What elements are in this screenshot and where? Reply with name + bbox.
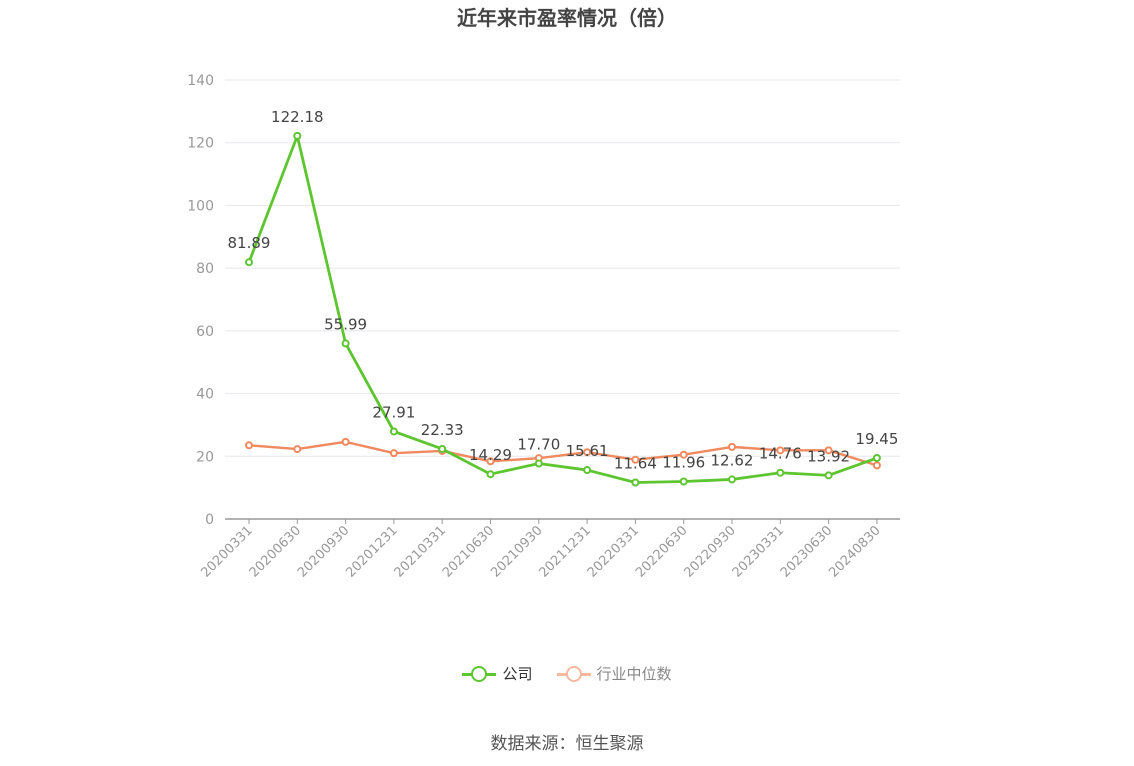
- data-point-company: [583, 466, 592, 475]
- x-tick-label: 20210630: [440, 523, 497, 580]
- data-point-company: [245, 258, 253, 267]
- data-point-industry-median: [583, 448, 592, 457]
- grid-lines: [225, 79, 900, 457]
- legend-industry-marker: [556, 665, 591, 683]
- x-tick-label: 20210331: [392, 523, 449, 580]
- data-point-industry-median: [824, 446, 833, 455]
- y-tick-label: 100: [187, 198, 214, 214]
- data-point-company: [824, 471, 833, 480]
- data-source: 数据来源：恒生聚源: [490, 734, 644, 754]
- y-tick-label: 140: [187, 73, 214, 89]
- y-tick-label: 80: [196, 261, 214, 277]
- data-label: 13.92: [807, 447, 850, 465]
- x-tick-label: 20200930: [295, 523, 352, 580]
- data-point-company: [534, 459, 543, 468]
- y-tick-label: 60: [196, 324, 214, 340]
- data-point-industry-median: [679, 450, 688, 459]
- data-point-company: [293, 131, 302, 140]
- data-label: 27.91: [372, 403, 415, 421]
- data-label: 15.61: [566, 442, 609, 460]
- legend-company-marker: [462, 665, 497, 683]
- data-point-company: [679, 477, 688, 486]
- x-tick-label: 20201231: [343, 523, 400, 580]
- y-tick-label: 120: [187, 136, 214, 152]
- data-point-company: [631, 478, 640, 487]
- data-point-company: [389, 427, 398, 436]
- y-tick-label: 40: [196, 387, 214, 403]
- data-point-industry-median: [728, 442, 736, 451]
- data-label: 17.70: [517, 435, 560, 453]
- data-label: 14.29: [469, 446, 512, 464]
- series-group: [245, 131, 881, 487]
- series-line-company: [247, 134, 878, 484]
- data-label: 14.76: [759, 445, 802, 463]
- data-point-industry-median: [245, 441, 253, 450]
- data-label: 22.33: [421, 421, 464, 439]
- data-point-industry-median: [389, 449, 398, 458]
- data-point-industry-median: [872, 461, 881, 470]
- data-point-company: [776, 468, 785, 477]
- legend: 公司 行业中位数: [0, 663, 1134, 684]
- legend-company-label: 公司: [502, 665, 533, 683]
- x-tick-label: 20230331: [730, 523, 787, 580]
- data-label: 11.96: [662, 453, 705, 471]
- data-label: 122.18: [271, 108, 324, 126]
- data-point-industry-median: [486, 457, 495, 466]
- x-tick-label: 20220331: [585, 523, 642, 580]
- data-label: 81.89: [228, 234, 271, 252]
- data-point-company: [872, 454, 881, 463]
- data-point-company: [438, 444, 447, 453]
- legend-item-company[interactable]: 公司: [462, 663, 533, 684]
- data-labels: 81.89 122.18 55.99 27.91 22.33 14.29 17.70 15.6…: [228, 108, 899, 473]
- x-tick-label: 20220630: [633, 523, 690, 580]
- x-tick-label: 20200630: [247, 523, 304, 580]
- data-label: 19.45: [855, 430, 898, 448]
- data-point-company: [728, 475, 736, 484]
- x-tick-label: 20230630: [778, 523, 835, 580]
- data-point-industry-median: [776, 446, 785, 455]
- data-point-company: [341, 339, 350, 348]
- x-tick-label: 20211231: [537, 523, 594, 580]
- data-point-company: [486, 470, 495, 479]
- x-tick-label: 20240830: [826, 523, 883, 580]
- x-tick-label: 20210930: [488, 523, 545, 580]
- data-point-industry-median: [293, 445, 302, 454]
- data-label: 11.64: [614, 455, 657, 473]
- x-tick-label: 20200331: [198, 523, 255, 580]
- pe-ratio-line-chart: 0 20 40 60 80 100 120 140 202003312020063020200…: [187, 73, 900, 581]
- data-label: 55.99: [324, 315, 367, 333]
- y-tick-label: 20: [196, 449, 214, 465]
- y-tick-label: 0: [205, 512, 214, 528]
- x-tick-label: 20220930: [681, 523, 738, 580]
- x-axis: 2020033120200630202009302020123120210331…: [198, 518, 900, 581]
- data-label: 12.62: [711, 451, 754, 469]
- chart-title: 近年来市盈率情况（倍）: [457, 6, 677, 30]
- data-point-industry-median: [341, 437, 350, 446]
- y-axis-ticks: 0 20 40 60 80 100 120 140: [187, 73, 214, 528]
- data-point-industry-median: [631, 455, 640, 464]
- legend-industry-label: 行业中位数: [596, 665, 672, 683]
- series-line-industry-median: [248, 440, 878, 467]
- legend-item-industry-median[interactable]: 行业中位数: [556, 663, 672, 684]
